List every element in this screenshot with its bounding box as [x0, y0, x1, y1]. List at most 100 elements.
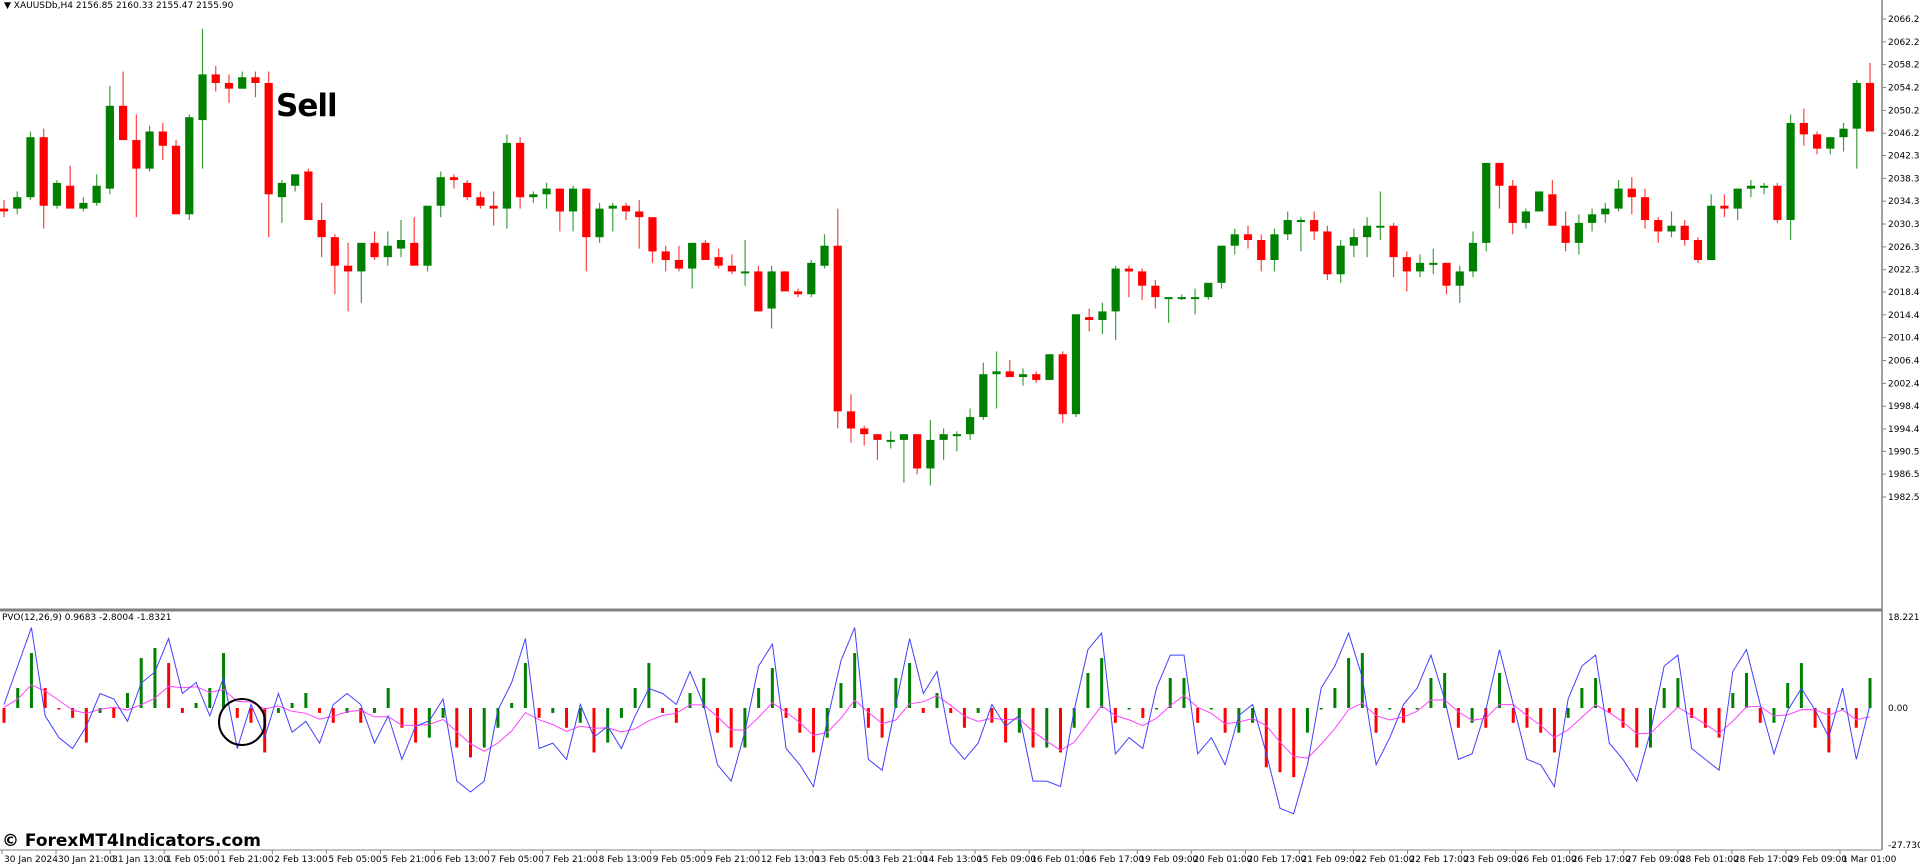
candle-body[interactable]: [1601, 208, 1610, 215]
candle-body[interactable]: [913, 434, 922, 469]
candle-body[interactable]: [860, 428, 869, 435]
candle-body[interactable]: [1693, 240, 1703, 260]
candle-body[interactable]: [158, 131, 167, 146]
candle-body[interactable]: [264, 82, 273, 195]
candle-body[interactable]: [754, 271, 763, 312]
candle-body[interactable]: [1455, 271, 1464, 286]
candle-body[interactable]: [357, 242, 366, 272]
candle-body[interactable]: [1733, 188, 1742, 209]
candle-body[interactable]: [714, 257, 723, 266]
candle-body[interactable]: [833, 245, 842, 412]
candle-body[interactable]: [1363, 225, 1372, 238]
candle-body[interactable]: [1243, 234, 1253, 241]
candle-body[interactable]: [1852, 82, 1861, 129]
candle-body[interactable]: [410, 242, 419, 266]
candle-body[interactable]: [926, 439, 935, 469]
candle-body[interactable]: [820, 245, 829, 266]
candle-body[interactable]: [185, 117, 194, 215]
candle-body[interactable]: [952, 434, 961, 437]
candle-body[interactable]: [1124, 268, 1133, 272]
candle-body[interactable]: [145, 131, 154, 169]
candle-body[interactable]: [1720, 205, 1729, 209]
candle-body[interactable]: [939, 434, 948, 440]
candle-body[interactable]: [1654, 220, 1663, 232]
candle-body[interactable]: [423, 205, 432, 266]
candle-body[interactable]: [317, 220, 326, 238]
candle-body[interactable]: [1230, 234, 1239, 246]
candle-body[interactable]: [502, 142, 511, 209]
candle-body[interactable]: [330, 237, 339, 266]
candle-body[interactable]: [846, 411, 856, 429]
candle-body[interactable]: [1627, 188, 1636, 198]
candle-body[interactable]: [1548, 194, 1557, 226]
candle-body[interactable]: [661, 251, 670, 260]
candle-body[interactable]: [1217, 245, 1226, 283]
candle-body[interactable]: [1177, 297, 1186, 300]
candle-body[interactable]: [105, 105, 114, 189]
candle-body[interactable]: [396, 240, 406, 249]
candle-body[interactable]: [1680, 225, 1689, 241]
candle-body[interactable]: [1812, 134, 1822, 149]
candle-body[interactable]: [648, 217, 657, 252]
candle-body[interactable]: [1508, 185, 1517, 223]
candle-body[interactable]: [39, 137, 48, 206]
candle-body[interactable]: [343, 265, 353, 272]
candle-body[interactable]: [476, 197, 485, 206]
candle-body[interactable]: [119, 105, 128, 141]
candle-body[interactable]: [66, 185, 75, 209]
candle-body[interactable]: [965, 417, 975, 435]
candle-body[interactable]: [688, 242, 697, 269]
dropdown-triangle-icon[interactable]: ▼: [4, 1, 11, 11]
candle-body[interactable]: [171, 145, 181, 215]
candle-body[interactable]: [1376, 225, 1385, 228]
candle-body[interactable]: [132, 140, 141, 169]
candle-body[interactable]: [1058, 354, 1067, 415]
candle-body[interactable]: [52, 182, 62, 206]
candle-body[interactable]: [727, 265, 736, 272]
candle-body[interactable]: [26, 137, 35, 198]
candle-body[interactable]: [1283, 220, 1292, 235]
candle-body[interactable]: [1257, 240, 1266, 260]
candle-body[interactable]: [780, 271, 789, 292]
candle-body[interactable]: [1190, 297, 1200, 300]
candle-body[interactable]: [807, 262, 816, 295]
candle-body[interactable]: [1018, 374, 1028, 378]
candle-body[interactable]: [1760, 185, 1769, 188]
candle-body[interactable]: [595, 208, 604, 238]
candle-body[interactable]: [1521, 211, 1531, 223]
candle-body[interactable]: [582, 188, 591, 238]
candle-body[interactable]: [370, 242, 379, 258]
candle-body[interactable]: [886, 439, 895, 442]
candle-body[interactable]: [701, 242, 710, 260]
candle-body[interactable]: [79, 202, 88, 209]
candle-body[interactable]: [1799, 122, 1808, 135]
candle-body[interactable]: [1865, 82, 1875, 132]
candle-body[interactable]: [1005, 371, 1014, 378]
candle-body[interactable]: [1468, 242, 1478, 272]
candle-body[interactable]: [979, 374, 988, 418]
candle-body[interactable]: [1535, 191, 1544, 212]
candle-body[interactable]: [899, 434, 909, 440]
candle-body[interactable]: [542, 188, 551, 195]
candle-body[interactable]: [568, 188, 578, 212]
candle-body[interactable]: [674, 259, 684, 269]
candle-body[interactable]: [1151, 285, 1160, 298]
candle-body[interactable]: [1482, 162, 1491, 243]
candle-body[interactable]: [251, 77, 260, 83]
candle-body[interactable]: [1204, 282, 1213, 298]
candle-body[interactable]: [277, 182, 287, 198]
candle-body[interactable]: [238, 77, 247, 89]
candle-body[interactable]: [1296, 220, 1306, 223]
candle-body[interactable]: [767, 271, 776, 309]
candle-body[interactable]: [13, 197, 22, 209]
candle-body[interactable]: [1495, 162, 1504, 186]
candle-body[interactable]: [449, 177, 459, 181]
candle-body[interactable]: [198, 74, 207, 121]
candle-body[interactable]: [873, 434, 882, 440]
candle-body[interactable]: [1045, 354, 1054, 380]
candle-body[interactable]: [1415, 262, 1425, 272]
candle-body[interactable]: [1773, 185, 1782, 221]
candle-body[interactable]: [992, 371, 1001, 375]
candle-body[interactable]: [635, 211, 644, 218]
